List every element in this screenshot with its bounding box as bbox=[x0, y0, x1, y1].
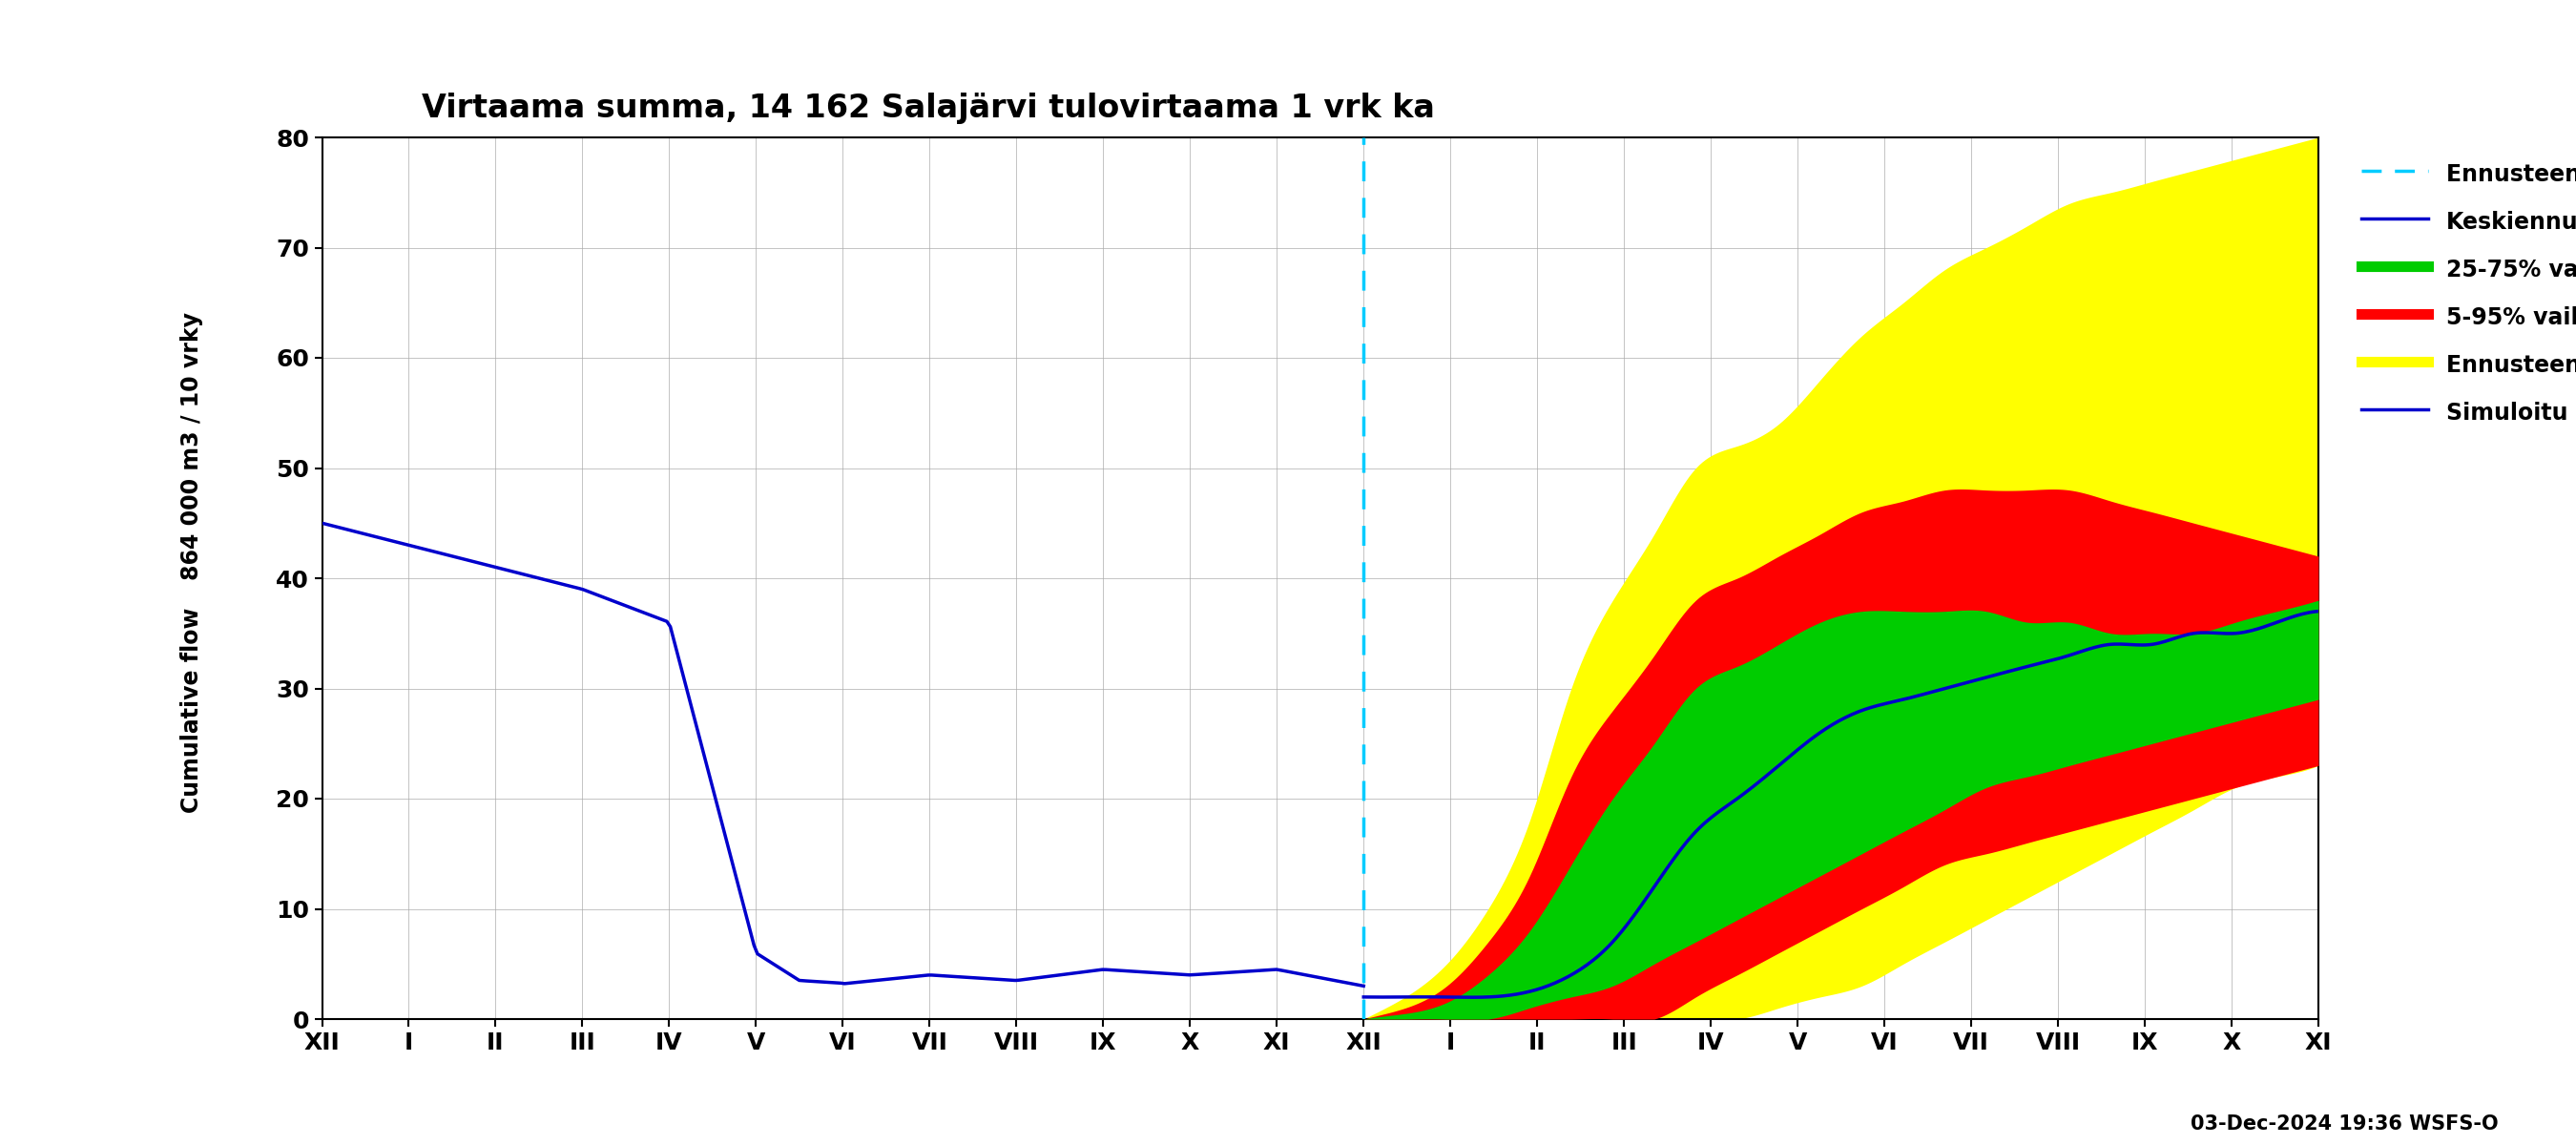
Text: Virtaama summa, 14 162 Salajärvi tulovirtaama 1 vrk ka: Virtaama summa, 14 162 Salajärvi tulovir… bbox=[422, 93, 1435, 124]
Legend: Ennusteen alku, Keskiennuste, 25-75% vaihteluväli, 5-95% vaihteluväli, Ennusteen: Ennusteen alku, Keskiennuste, 25-75% vai… bbox=[2349, 149, 2576, 437]
Text: 03-Dec-2024 19:36 WSFS-O: 03-Dec-2024 19:36 WSFS-O bbox=[2192, 1114, 2499, 1134]
Text: 864 000 m3 / 10 vrky: 864 000 m3 / 10 vrky bbox=[180, 311, 204, 581]
Text: Cumulative flow: Cumulative flow bbox=[180, 608, 204, 813]
